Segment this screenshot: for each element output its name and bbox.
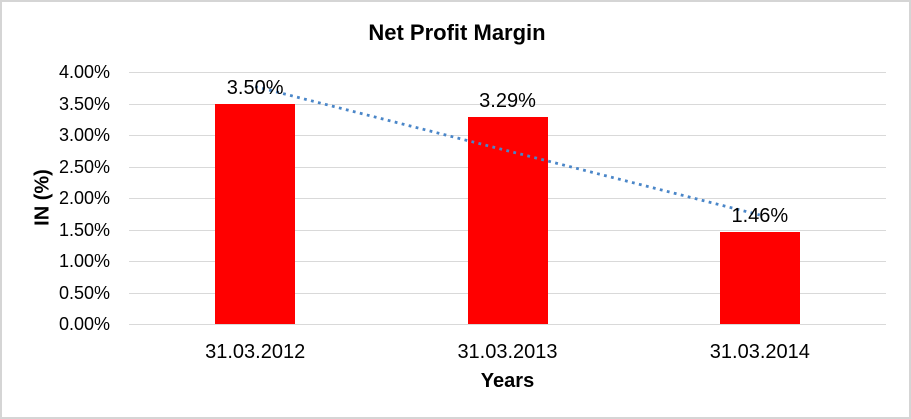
- gridline: [129, 72, 886, 73]
- y-axis-tick-label: 0.00%: [58, 314, 110, 334]
- y-axis-tick-label: 2.00%: [58, 188, 110, 208]
- y-axis-tick-label: 0.50%: [58, 282, 110, 303]
- x-axis-tick-label: 31.03.2013: [457, 341, 558, 363]
- y-axis-tick-label: 3.50%: [58, 93, 110, 114]
- data-label: 1.46%: [731, 205, 789, 228]
- chart-title: Net Profit Margin: [368, 20, 546, 45]
- y-axis-title: IN (%): [31, 169, 54, 226]
- y-axis-tick-label: 2.50%: [58, 156, 110, 177]
- x-axis-tick-label: 31.03.2012: [205, 341, 306, 363]
- gridline: [129, 324, 886, 325]
- y-axis-tick-label: 3.00%: [58, 125, 110, 145]
- data-label: 3.29%: [479, 89, 536, 112]
- x-axis-title: Years: [480, 370, 535, 392]
- y-axis-tick-label: 1.00%: [58, 251, 110, 271]
- bar-31-03-2014: [719, 232, 800, 324]
- y-axis-tick-label: 4.00%: [58, 62, 110, 82]
- bar-31-03-2012: [215, 103, 296, 324]
- bar-31-03-2013: [467, 116, 548, 324]
- data-label: 3.50%: [226, 76, 284, 99]
- y-axis-tick-label: 1.50%: [58, 219, 110, 240]
- x-axis-tick-label: 31.03.2014: [709, 341, 810, 363]
